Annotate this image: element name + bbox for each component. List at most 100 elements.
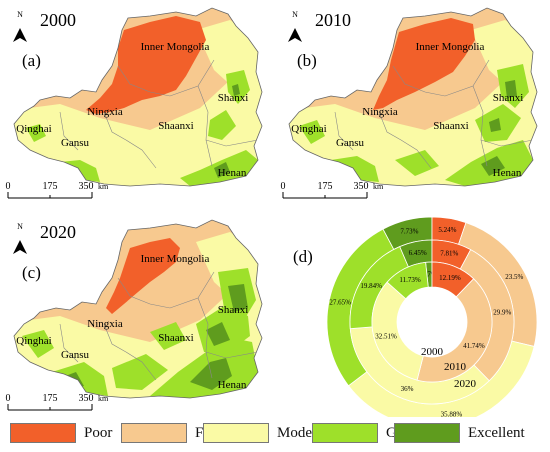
place-label-qinghai: Qinghai — [16, 335, 51, 347]
scale-tick-label: 350 — [79, 393, 94, 404]
donut-value-label: 29.9% — [493, 309, 511, 317]
donut-value-label: 6.45% — [409, 249, 427, 257]
province-border — [117, 271, 215, 309]
donut-value-label: 27.65% — [329, 298, 351, 306]
good-zone — [395, 150, 439, 176]
province-border — [103, 111, 157, 169]
good-zone — [22, 330, 54, 358]
province-border — [197, 297, 213, 379]
legend-swatch-moderate — [203, 423, 269, 443]
north-arrow-icon — [288, 28, 302, 42]
moderate-zone-ne — [196, 20, 262, 90]
province-border — [59, 323, 79, 363]
province-border — [334, 111, 354, 151]
scale-tick-label: 0 — [6, 393, 11, 404]
excellent-zone — [214, 162, 230, 178]
place-label-gansu: Gansu — [61, 349, 90, 361]
donut-value-label: 7.81% — [440, 250, 458, 258]
excellent-zone — [505, 80, 517, 98]
panel-label: (d) — [293, 247, 313, 266]
north-arrow-icon — [13, 28, 27, 42]
good-zone — [331, 156, 379, 182]
province-border — [472, 85, 488, 167]
legend-swatch-good — [312, 423, 378, 443]
donut-value-label: 32.51% — [375, 333, 397, 341]
ring-year-label: 2000 — [421, 346, 444, 358]
place-label-ningxia: Ningxia — [362, 106, 398, 118]
place-label-inner-mongolia: Inner Mongolia — [141, 253, 210, 265]
donut-panel: 7.73% 5.24% 23.5% 35.88% 27.65% 6.45% 7.81% 29.… — [275, 212, 550, 422]
province-border — [205, 139, 259, 147]
place-label-inner-mongolia: Inner Mongolia — [416, 41, 485, 53]
donut-slice-2000-moderate — [371, 281, 424, 381]
scale-bar — [282, 192, 368, 199]
scale-tick-label: 350 — [79, 181, 94, 192]
legend-swatch-fair — [121, 423, 187, 443]
legend-label-poor: Poor — [84, 424, 113, 441]
legend-item-poor: Poor — [10, 422, 112, 444]
place-label-qinghai: Qinghai — [16, 123, 51, 135]
excellent-zone — [481, 156, 505, 176]
ring-year-label: 2010 — [444, 361, 467, 373]
legend-item-excellent: Excellent — [394, 422, 525, 444]
map-year-label: 2020 — [40, 222, 76, 242]
place-label-henan: Henan — [218, 167, 247, 179]
map-year-label: 2010 — [315, 10, 351, 30]
place-label-gansu: Gansu — [336, 137, 365, 149]
place-label-ningxia: Ningxia — [87, 106, 123, 118]
scale-tick-label: 175 — [43, 393, 58, 404]
donut-value-label: 35.88% — [441, 410, 463, 417]
panel-label: (c) — [22, 263, 41, 282]
north-label: N — [17, 222, 23, 231]
place-label-qinghai: Qinghai — [291, 123, 326, 135]
donut-value-label: 5.24% — [438, 226, 456, 234]
province-border — [117, 59, 215, 97]
panel-label: (b) — [297, 51, 317, 70]
good-zone — [299, 120, 325, 144]
poor-zone — [373, 18, 475, 110]
province-border — [392, 59, 490, 97]
place-label-shanxi: Shanxi — [218, 304, 249, 316]
scale-tick-label: 175 — [43, 181, 58, 192]
ring-year-label: 2020 — [454, 378, 477, 390]
province-border — [205, 351, 259, 359]
north-arrow-icon — [13, 240, 27, 254]
place-label-ningxia: Ningxia — [87, 318, 123, 330]
scale-unit-label: km — [373, 182, 384, 191]
place-label-shanxi: Shanxi — [493, 92, 524, 104]
place-label-shaanxi: Shaanxi — [433, 120, 468, 132]
excellent-zone — [489, 118, 501, 132]
scale-bar — [7, 192, 93, 199]
good-zone — [112, 354, 168, 390]
donut-value-label: 41.74% — [463, 342, 485, 350]
legend-swatch-excellent — [394, 423, 460, 443]
scale-unit-label: km — [98, 394, 109, 403]
good-zone — [26, 124, 46, 142]
excellent-zone — [206, 322, 230, 346]
donut-value-label: 1.7% — [422, 271, 437, 279]
region-outline — [13, 219, 263, 399]
place-label-inner-mongolia: Inner Mongolia — [141, 41, 210, 53]
scale-tick-label: 350 — [354, 181, 369, 192]
good-zone — [150, 322, 186, 350]
donut-slice-2000-good — [386, 261, 429, 300]
map-2000: N 2000 (a) Inner Mongolia Ningxia Qinghai Gans… — [6, 7, 263, 199]
map-panel-2000: N 2000 (a) Inner Mongolia Ningxia Qinghai Gans… — [0, 0, 275, 210]
north-label: N — [17, 10, 23, 19]
region-outline — [288, 7, 538, 187]
map-panel-2010: N 2010 (b) Inner Mongolia Ningxia Qinghai Gans… — [275, 0, 550, 210]
map-panel-2020: N 2020 (c) Inner Mongolia Ningxia Qinghai Gans… — [0, 212, 275, 422]
scale-bar — [7, 404, 93, 411]
donut-value-label: 23.5% — [505, 273, 523, 281]
good-zone — [208, 110, 236, 140]
legend-label-excellent: Excellent — [468, 424, 525, 441]
donut-value-label: 12.19% — [439, 274, 461, 282]
scale-tick-label: 0 — [6, 181, 11, 192]
map-2010: N 2010 (b) Inner Mongolia Ningxia Qinghai Gans… — [281, 7, 538, 199]
scale-tick-label: 175 — [318, 181, 333, 192]
donut-chart: 7.73% 5.24% 23.5% 35.88% 27.65% 6.45% 7.81% 29.… — [293, 216, 538, 417]
legend: Poor Fair Moderate Good Excellent — [0, 416, 550, 450]
donut-value-label: 7.73% — [400, 227, 418, 235]
excellent-zone — [232, 84, 240, 96]
place-label-shaanxi: Shaanxi — [158, 332, 193, 344]
